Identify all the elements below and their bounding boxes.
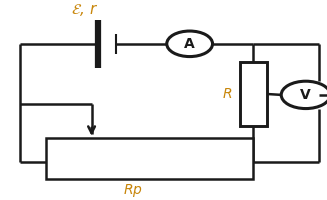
Text: $R$: $R$ <box>222 87 232 101</box>
Text: V: V <box>301 88 311 102</box>
Text: A: A <box>184 37 195 51</box>
Bar <box>240 62 267 126</box>
Text: $Rp$: $Rp$ <box>123 182 143 199</box>
Bar <box>46 138 253 179</box>
Text: $\mathcal{E}$, r: $\mathcal{E}$, r <box>71 2 99 18</box>
